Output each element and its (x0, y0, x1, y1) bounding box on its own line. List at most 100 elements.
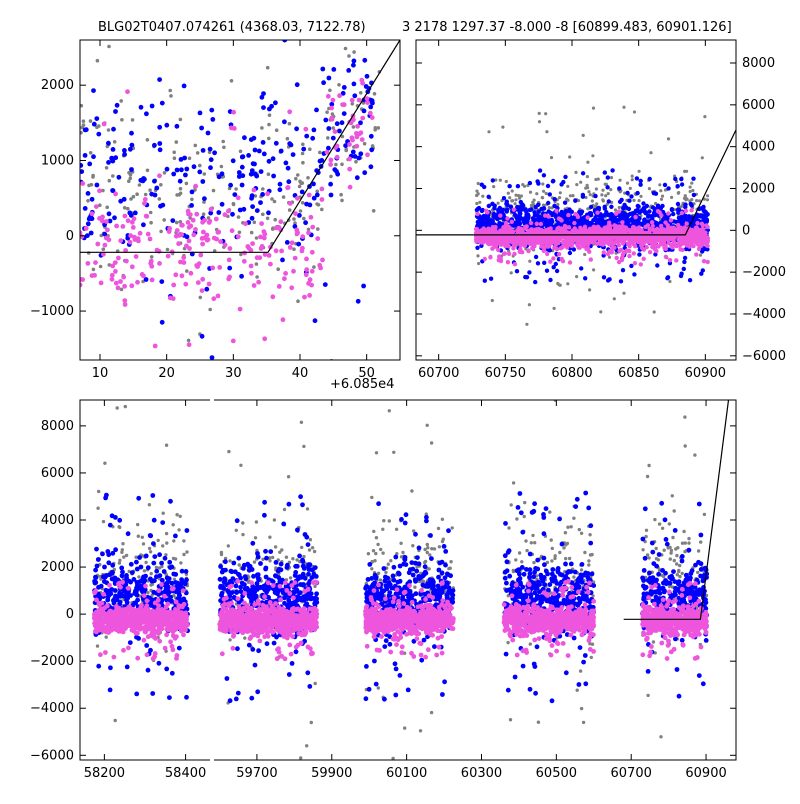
point-pink (559, 246, 563, 250)
point-pink (507, 225, 511, 229)
point-pink (496, 248, 500, 252)
point-pink (542, 246, 546, 250)
point-blue (505, 209, 509, 213)
point-grey (337, 83, 341, 87)
point-blue (589, 205, 593, 209)
point-grey (572, 517, 575, 520)
point-blue (117, 518, 122, 523)
point-grey (514, 202, 517, 205)
point-blue (279, 149, 284, 154)
point-grey (97, 490, 100, 493)
point-pink (501, 236, 505, 240)
point-pink (103, 243, 108, 248)
point-grey (661, 527, 664, 530)
point-pink (187, 225, 192, 230)
point-blue (184, 167, 189, 172)
point-pink (173, 272, 178, 277)
point-grey (401, 551, 404, 554)
point-blue (332, 167, 337, 172)
point-grey (580, 532, 583, 535)
point-grey (274, 545, 277, 548)
point-grey (568, 155, 571, 158)
point-grey (653, 518, 656, 521)
point-grey (481, 195, 484, 198)
point-blue (356, 156, 361, 161)
point-blue (631, 221, 635, 225)
point-grey (96, 644, 99, 647)
point-pink (535, 222, 539, 226)
point-blue (528, 181, 532, 185)
point-pink (186, 220, 191, 225)
point-grey (646, 553, 649, 556)
point-pink (196, 280, 201, 285)
point-grey (302, 445, 305, 448)
point-grey (289, 576, 292, 579)
point-grey (575, 183, 578, 186)
point-blue (655, 263, 659, 267)
point-pink (598, 242, 602, 246)
point-blue (329, 193, 334, 198)
point-grey (613, 297, 616, 300)
top-left-ylabel--1000: −1000 (30, 304, 74, 319)
point-grey (344, 47, 348, 51)
point-blue (502, 196, 506, 200)
point-pink (191, 232, 196, 237)
point-pink (176, 241, 181, 246)
point-grey (168, 89, 172, 93)
point-blue (487, 204, 491, 208)
point-pink (593, 230, 597, 234)
point-pink (568, 260, 572, 264)
point-grey (545, 130, 548, 133)
point-blue (250, 204, 255, 209)
point-blue (217, 174, 222, 179)
point-grey (301, 161, 305, 165)
point-blue (680, 182, 684, 186)
point-pink (209, 207, 214, 212)
point-grey (441, 540, 444, 543)
point-grey (548, 510, 551, 513)
point-pink (590, 240, 594, 244)
point-pink (612, 245, 616, 249)
point-blue (563, 201, 567, 205)
point-pink (231, 110, 236, 115)
point-blue (208, 147, 213, 152)
point-grey (237, 215, 241, 219)
point-grey (588, 533, 591, 536)
point-grey (584, 187, 587, 190)
point-grey (105, 206, 109, 210)
point-grey (659, 189, 662, 192)
point-pink (268, 262, 273, 267)
point-blue (598, 219, 602, 223)
point-pink (293, 256, 298, 261)
point-grey (671, 494, 674, 497)
point-pink (295, 196, 300, 201)
point-grey (238, 563, 241, 566)
point-grey (328, 89, 332, 93)
point-grey (387, 563, 390, 566)
point-pink (706, 260, 710, 264)
point-pink (194, 212, 199, 217)
point-grey (647, 464, 650, 467)
top-right-ylabel-8000: 8000 (742, 56, 775, 71)
point-grey (673, 509, 676, 512)
point-grey (658, 522, 661, 525)
point-pink (687, 236, 691, 240)
point-grey (619, 179, 622, 182)
point-grey (591, 643, 594, 646)
point-blue (546, 201, 550, 205)
point-pink (211, 296, 216, 301)
point-pink (304, 257, 309, 262)
point-blue (531, 216, 535, 220)
point-pink (255, 255, 260, 260)
point-pink (302, 295, 307, 300)
point-pink (200, 277, 205, 282)
point-pink (529, 221, 533, 225)
point-blue (701, 205, 705, 209)
point-pink (347, 157, 352, 162)
point-grey (241, 533, 244, 536)
point-blue (607, 199, 611, 203)
point-pink (126, 218, 131, 223)
point-pink (277, 284, 282, 289)
point-pink (633, 215, 637, 219)
top-right-ylabel-2000: 2000 (742, 181, 775, 196)
